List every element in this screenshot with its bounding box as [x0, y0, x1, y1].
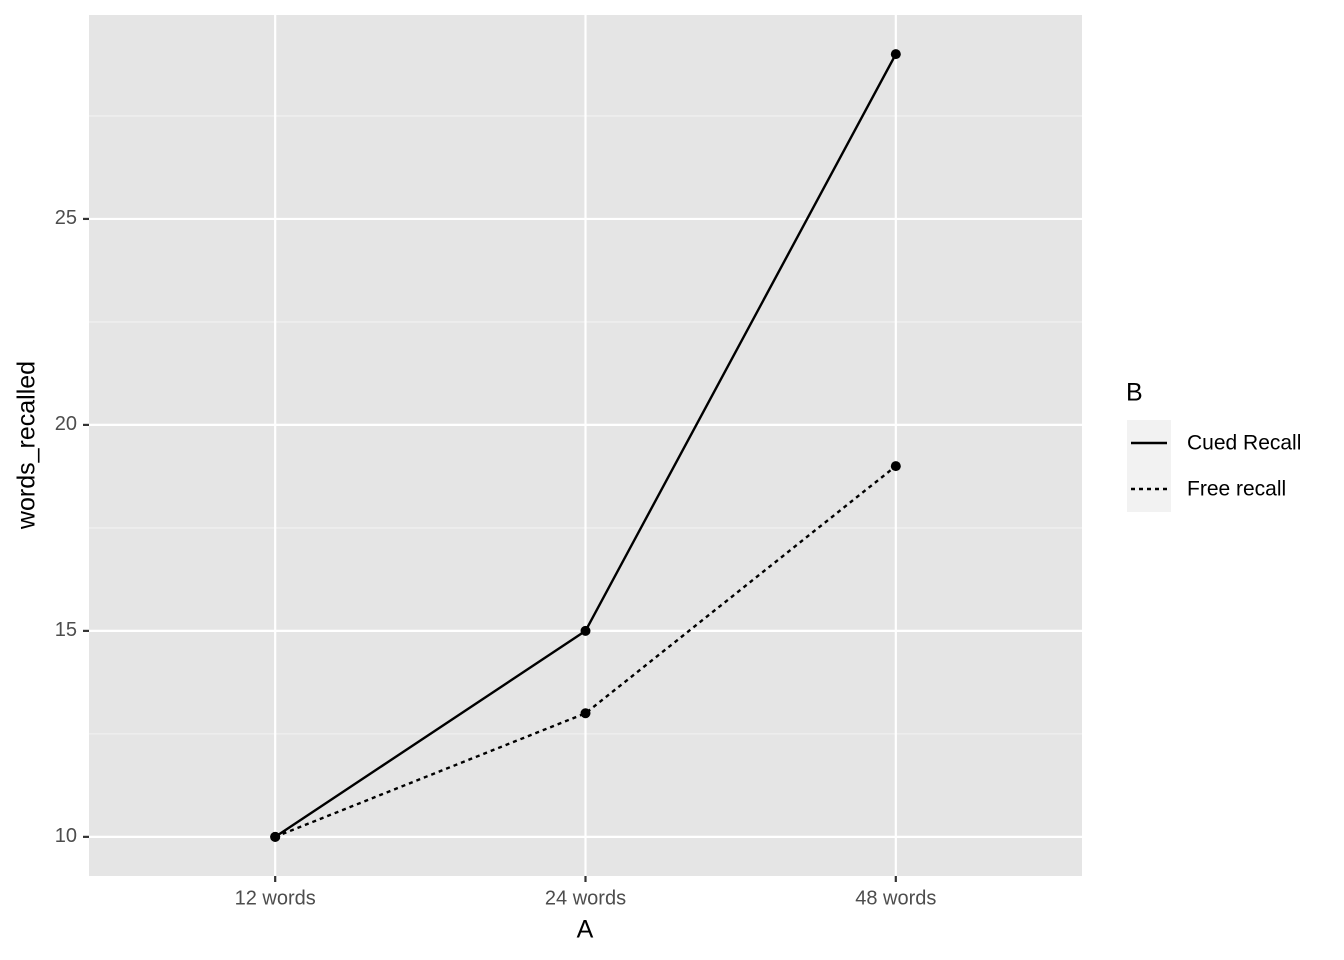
y-tick-label: 20 — [55, 413, 77, 435]
y-tick-label: 25 — [55, 207, 77, 229]
point — [580, 625, 591, 636]
point — [270, 831, 281, 842]
point — [890, 49, 901, 60]
point — [580, 708, 591, 719]
legend-label: Free recall — [1187, 478, 1286, 501]
legend: Cued Recall Free recall — [1127, 420, 1301, 512]
x-tick-label: 24 words — [545, 887, 626, 909]
x-tick-label: 48 words — [855, 887, 936, 909]
y-tick-label: 15 — [55, 619, 77, 641]
legend-label: Cued Recall — [1187, 432, 1301, 455]
y-tick-label: 10 — [55, 825, 77, 847]
legend-title: B — [1126, 379, 1143, 407]
y-axis-title: words_recalled — [13, 361, 41, 530]
point — [890, 461, 901, 472]
grid — [89, 15, 1082, 876]
x-axis-title: A — [577, 916, 594, 944]
marks — [270, 49, 901, 842]
x-tick-label: 12 words — [235, 887, 316, 909]
